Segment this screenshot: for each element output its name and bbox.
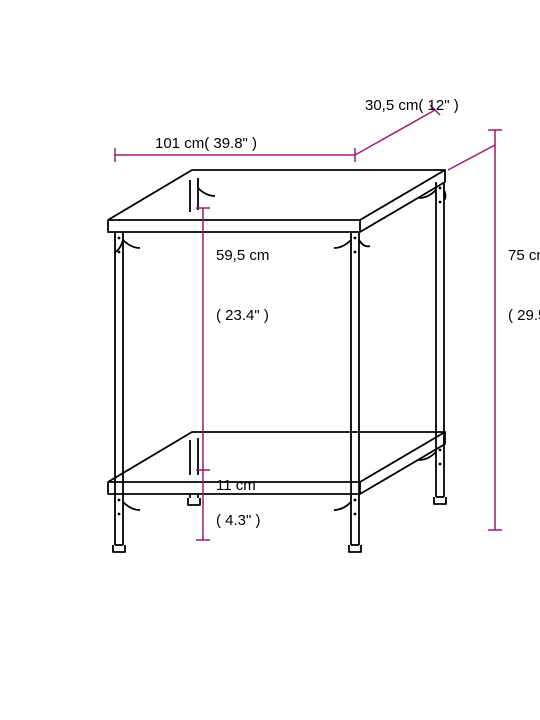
label-height-shelf-a: 59,5 cm( 23.4" ) (216, 247, 269, 324)
furniture-drawing (108, 170, 446, 552)
dimension-labels: 101 cm( 39.8" ) 30,5 cm( 12" ) 59,5 cm( … (155, 97, 540, 529)
label-width: 101 cm( 39.8" ) (155, 135, 257, 152)
dim-depth-line (355, 110, 435, 155)
label-depth: 30,5 cm( 12" ) (365, 97, 459, 114)
diagram-svg: 101 cm( 39.8" ) 30,5 cm( 12" ) 59,5 cm( … (0, 0, 540, 720)
label-height-foot-a: 11 cm( 4.3" ) (216, 477, 261, 529)
label-height-total-a: 75 cm( 29.5" ) (508, 247, 540, 324)
